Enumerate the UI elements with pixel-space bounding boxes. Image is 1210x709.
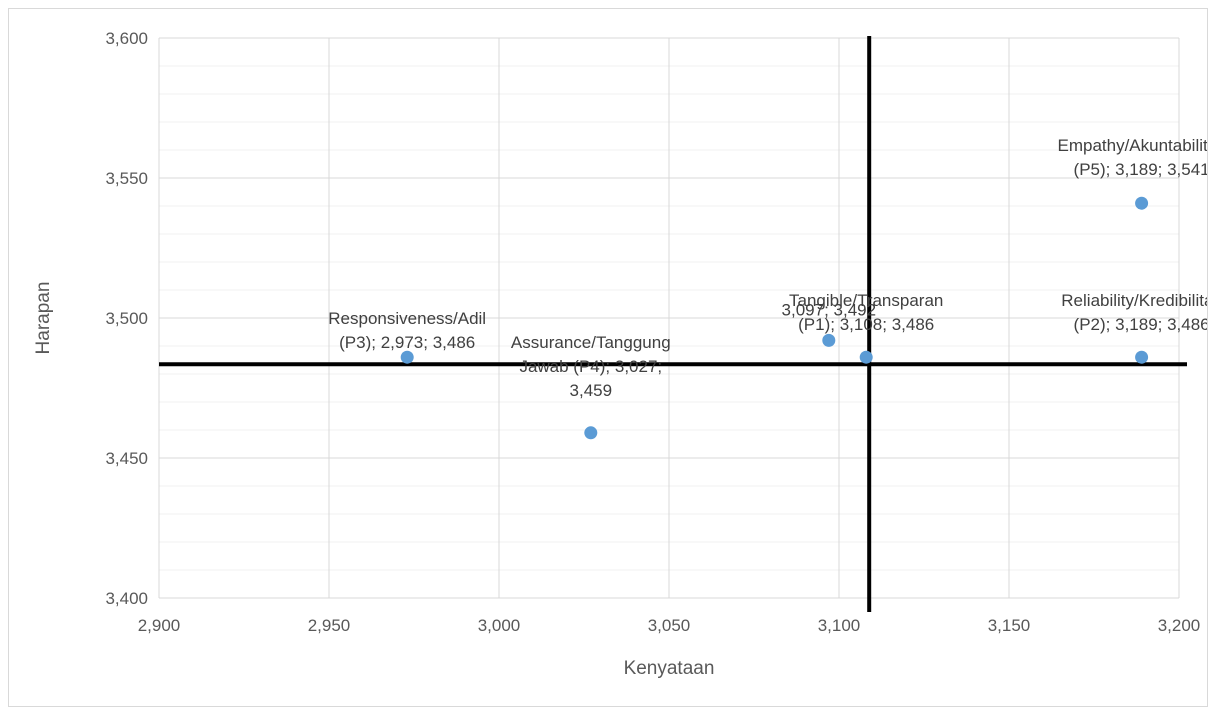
data-point [822, 333, 836, 347]
x-axis-title: Kenyataan [624, 658, 715, 679]
data-point [1135, 350, 1149, 364]
gridlines [158, 37, 1180, 599]
data-label: Responsiveness/Adil (P3); 2,973; 3,486 [328, 309, 486, 352]
data-label-line: Reliability/Kredibilitas [1061, 291, 1207, 310]
chart-frame: 2,900 2,950 3,000 3,050 3,100 3,150 3,200 3,400… [8, 8, 1208, 707]
x-tick-label: 3,150 [988, 616, 1031, 635]
data-label-line: (P3); 2,973; 3,486 [339, 333, 475, 352]
y-axis-title: Harapan [33, 282, 54, 355]
y-tick-label: 3,550 [105, 169, 148, 188]
y-tick-label: 3,600 [105, 29, 148, 48]
x-tick-label: 2,950 [308, 616, 351, 635]
data-label-line: (P5); 3,189; 3,541 [1074, 160, 1207, 179]
data-label-line: (P2); 3,189; 3,486 [1074, 315, 1207, 334]
x-tick-label: 3,100 [818, 616, 861, 635]
data-label: 3,097; 3,492 [782, 300, 877, 319]
data-label: Assurance/Tanggung Jawab (P4); 3,027; 3,45… [511, 333, 671, 400]
data-point [859, 350, 873, 364]
data-labels: Responsiveness/Adil (P3); 2,973; 3,486 Ass… [328, 136, 1207, 400]
data-label-line: Assurance/Tanggung [511, 333, 671, 352]
scatter-chart: 2,900 2,950 3,000 3,050 3,100 3,150 3,200 3,400… [33, 29, 1207, 679]
data-point [400, 350, 414, 364]
y-tick-label: 3,400 [105, 589, 148, 608]
y-tick-label: 3,500 [105, 309, 148, 328]
data-points [400, 196, 1149, 440]
x-tick-label: 3,000 [478, 616, 521, 635]
data-label: Reliability/Kredibilitas (P2); 3,189; 3,4… [1061, 291, 1207, 334]
data-point [584, 426, 598, 440]
data-label-line: Empathy/Akuntabilitas [1057, 136, 1207, 155]
data-label-line: Jawab (P4); 3,027; [519, 357, 662, 376]
reference-lines [159, 36, 1187, 612]
data-point [1135, 196, 1149, 210]
data-label: Empathy/Akuntabilitas (P5); 3,189; 3,541 [1057, 136, 1207, 179]
tick-labels: 2,900 2,950 3,000 3,050 3,100 3,150 3,200 3,400… [105, 29, 1200, 635]
data-label-line: 3,097; 3,492 [782, 300, 877, 319]
data-label: Tangible/Transparan (P1); 3,108; 3,486 [789, 291, 943, 334]
x-tick-label: 3,200 [1158, 616, 1201, 635]
data-label-line: Tangible/Transparan [789, 291, 943, 310]
y-tick-label: 3,450 [105, 449, 148, 468]
data-label-line: Responsiveness/Adil [328, 309, 486, 328]
x-tick-label: 2,900 [138, 616, 181, 635]
data-label-line: (P1); 3,108; 3,486 [798, 315, 934, 334]
data-label-line: 3,459 [570, 381, 613, 400]
x-tick-label: 3,050 [648, 616, 691, 635]
